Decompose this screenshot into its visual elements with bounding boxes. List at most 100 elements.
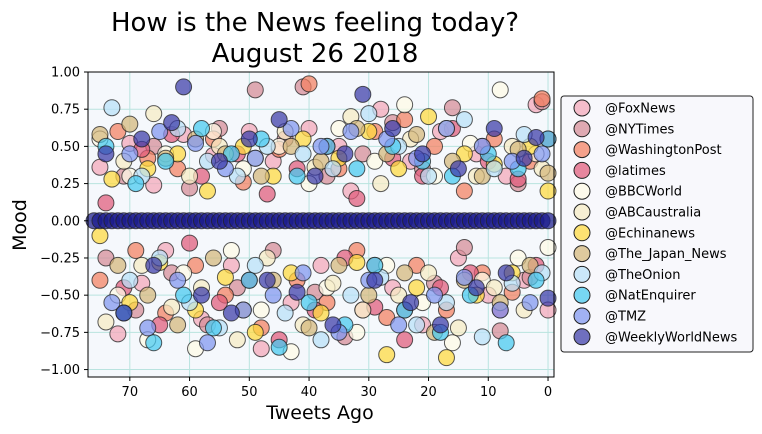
data-point bbox=[306, 167, 324, 185]
x-tick-label: 70 bbox=[122, 385, 139, 400]
legend-marker bbox=[573, 161, 591, 179]
data-point bbox=[473, 328, 491, 346]
data-point bbox=[193, 120, 211, 138]
data-point bbox=[121, 271, 139, 289]
y-tick-label: −0.25 bbox=[40, 251, 80, 266]
data-point bbox=[539, 289, 557, 307]
data-point bbox=[300, 75, 318, 93]
legend-label: @The_Japan_News bbox=[605, 247, 727, 262]
data-point bbox=[181, 167, 199, 185]
y-tick-label: 0.50 bbox=[51, 140, 80, 155]
data-point bbox=[145, 105, 163, 123]
data-point bbox=[198, 334, 216, 352]
data-point bbox=[426, 286, 444, 304]
legend-marker bbox=[573, 141, 591, 159]
data-point bbox=[449, 160, 467, 178]
data-point bbox=[294, 264, 312, 282]
data-point bbox=[210, 152, 228, 170]
data-point bbox=[539, 212, 557, 230]
data-point bbox=[109, 325, 127, 343]
data-point bbox=[288, 167, 306, 185]
data-point bbox=[360, 105, 378, 123]
legend-label: @NYTimes bbox=[605, 122, 674, 137]
data-point bbox=[443, 99, 461, 117]
data-point bbox=[246, 323, 264, 341]
legend-label: @FoxNews bbox=[605, 102, 676, 117]
data-point bbox=[455, 239, 473, 257]
data-point bbox=[133, 130, 151, 148]
data-point bbox=[258, 185, 276, 203]
x-tick-label: 30 bbox=[361, 385, 378, 400]
data-point bbox=[198, 182, 216, 200]
data-point bbox=[145, 334, 163, 352]
data-point bbox=[187, 134, 205, 152]
legend-label: @WeeklyWorldNews bbox=[605, 330, 738, 345]
x-tick-label: 40 bbox=[301, 385, 318, 400]
ticks-layer: 70 60 50 40 30 20 10 0 1.00 0.75 0.50 0.25 0.00 −0.25… bbox=[40, 66, 552, 401]
data-point bbox=[276, 304, 294, 322]
data-point bbox=[384, 120, 402, 138]
legend-marker bbox=[573, 307, 591, 325]
data-point bbox=[103, 294, 121, 312]
data-point bbox=[145, 256, 163, 274]
data-point bbox=[521, 294, 539, 312]
data-point bbox=[222, 242, 240, 260]
legend-marker bbox=[573, 120, 591, 138]
data-point bbox=[539, 164, 557, 182]
chart-title-line2: August 26 2018 bbox=[212, 39, 419, 69]
data-point bbox=[300, 294, 318, 312]
data-point bbox=[539, 239, 557, 257]
data-point bbox=[455, 182, 473, 200]
data-point bbox=[455, 268, 473, 286]
legend-marker bbox=[573, 203, 591, 221]
data-point bbox=[414, 145, 432, 163]
data-point bbox=[109, 256, 127, 274]
data-point bbox=[240, 130, 258, 148]
data-point bbox=[348, 189, 366, 207]
data-point bbox=[354, 301, 372, 319]
data-point bbox=[330, 256, 348, 274]
data-point bbox=[324, 274, 342, 292]
data-point bbox=[103, 170, 121, 188]
data-point bbox=[539, 182, 557, 200]
data-point bbox=[264, 286, 282, 304]
data-point bbox=[527, 271, 545, 289]
data-point bbox=[485, 279, 503, 297]
data-point bbox=[420, 108, 438, 126]
data-point bbox=[408, 316, 426, 334]
data-point bbox=[240, 271, 258, 289]
legend-label: @ABCaustralia bbox=[605, 206, 701, 221]
x-tick-label: 0 bbox=[544, 385, 552, 400]
data-point bbox=[324, 316, 342, 334]
data-point bbox=[97, 194, 115, 212]
legend-marker bbox=[573, 245, 591, 263]
data-point bbox=[420, 167, 438, 185]
legend-marker bbox=[573, 286, 591, 304]
legend: @FoxNews @NYTimes @WashingtonPost @latimes @… bbox=[560, 95, 754, 353]
data-point bbox=[204, 319, 222, 337]
chart-title-line1: How is the News feeling today? bbox=[111, 8, 519, 38]
data-point bbox=[467, 279, 485, 297]
data-point bbox=[258, 271, 276, 289]
data-point bbox=[366, 256, 384, 274]
data-point bbox=[121, 145, 139, 163]
data-point bbox=[175, 286, 193, 304]
data-point bbox=[390, 316, 408, 334]
data-point bbox=[342, 286, 360, 304]
x-tick-label: 60 bbox=[181, 385, 198, 400]
legend-label: @latimes bbox=[605, 164, 666, 179]
data-point bbox=[312, 137, 330, 155]
data-point bbox=[366, 271, 384, 289]
y-tick-label: −0.50 bbox=[40, 289, 80, 304]
data-point bbox=[437, 349, 455, 367]
data-point bbox=[336, 145, 354, 163]
data-point bbox=[157, 152, 175, 170]
data-point bbox=[437, 120, 455, 138]
legend-label: @NatEnquirer bbox=[605, 289, 696, 304]
legend-marker bbox=[573, 224, 591, 242]
points-layer bbox=[85, 75, 557, 367]
data-point bbox=[228, 331, 246, 349]
data-point bbox=[97, 313, 115, 331]
data-point bbox=[312, 331, 330, 349]
